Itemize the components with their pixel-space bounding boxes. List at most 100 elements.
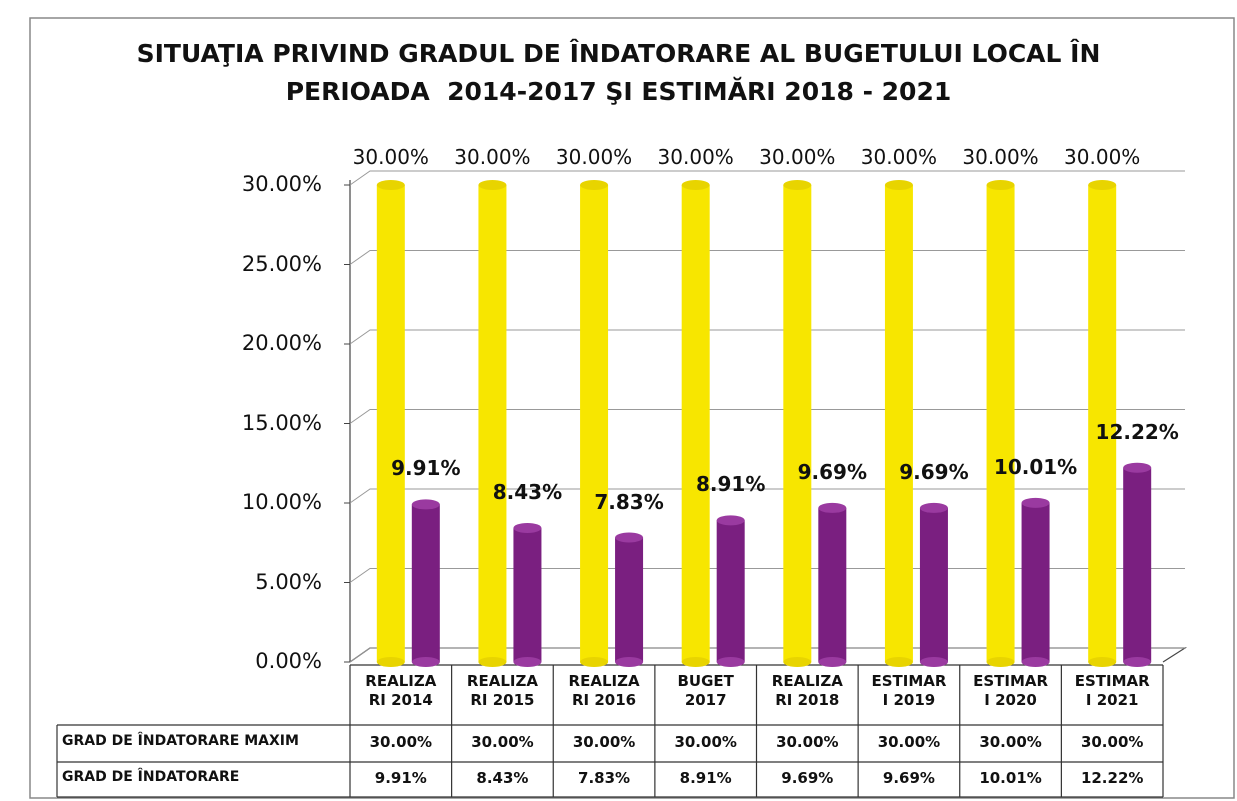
bar-top <box>580 180 609 190</box>
bar-body <box>411 504 440 662</box>
bar-body <box>580 185 609 662</box>
bar-top <box>478 180 507 190</box>
bar-body <box>478 185 507 662</box>
data-label: 8.91% <box>695 472 766 497</box>
data-label: 30.00% <box>860 145 938 169</box>
data-label: 30.00% <box>657 145 734 169</box>
x-tick-label: REALIZA RI 2014 <box>365 672 437 709</box>
bar-bottom <box>478 657 507 667</box>
bar-top <box>681 180 710 190</box>
data-label: 12.22% <box>1095 419 1179 444</box>
x-tick-label: REALIZA RI 2018 <box>771 672 843 709</box>
grid-line <box>349 488 1185 504</box>
data-label: 7.83% <box>594 489 664 514</box>
data-label: 30.00% <box>555 145 633 169</box>
y-tick-label: 25.00% <box>241 251 322 276</box>
bar-bottom <box>615 657 644 667</box>
bar-body <box>986 185 1015 662</box>
bar-body <box>1088 185 1117 662</box>
bar-top <box>716 515 745 526</box>
bar-bottom <box>411 657 440 667</box>
table-cell: 9.69% <box>882 769 935 787</box>
bar-top <box>411 499 440 510</box>
bar-top <box>783 180 812 190</box>
x-tick-label: ESTIMAR I 2020 <box>973 672 1049 709</box>
data-label: 9.69% <box>797 459 867 484</box>
bar-top <box>376 180 405 190</box>
data-label: 8.43% <box>492 479 563 504</box>
x-tick-label: ESTIMAR I 2021 <box>1074 672 1150 709</box>
bar-body <box>615 537 644 662</box>
bar-body <box>681 185 710 662</box>
bar-bottom <box>1021 657 1050 667</box>
bar-body <box>513 527 542 662</box>
bar <box>615 532 644 667</box>
y-tick-label: 5.00% <box>255 569 322 594</box>
bar <box>1123 462 1152 667</box>
table-cell: 30.00% <box>979 733 1042 751</box>
bar <box>513 522 542 667</box>
x-tick-label: REALIZA RI 2016 <box>568 672 640 709</box>
x-tick-label: BUGET 2017 <box>677 672 734 709</box>
bar-bottom <box>986 657 1015 667</box>
data-label: 30.00% <box>454 145 531 169</box>
row-label: GRAD DE ÎNDATORARE <box>62 769 240 785</box>
y-tick-label: 10.00% <box>241 490 322 514</box>
grid-line <box>349 250 1185 265</box>
x-tick-label: ESTIMAR I 2019 <box>871 672 947 709</box>
data-label: 30.00% <box>1064 145 1141 169</box>
bar-bottom <box>1088 657 1117 667</box>
grid-line <box>349 170 1185 186</box>
bar-bottom <box>513 657 542 667</box>
table-cell: 8.91% <box>679 769 732 787</box>
x-tick-label: REALIZA RI 2015 <box>466 672 538 709</box>
bar-body <box>1123 467 1152 662</box>
bar-top <box>513 522 542 533</box>
y-tick-label: 20.00% <box>241 331 322 355</box>
bar-bottom <box>919 657 948 667</box>
data-label: 9.69% <box>899 459 969 484</box>
data-label: 9.91% <box>391 456 461 481</box>
bar <box>411 499 440 667</box>
bar-body <box>783 185 812 662</box>
bar-top <box>986 180 1015 190</box>
bar-bottom <box>818 657 847 667</box>
grid-line <box>349 647 1185 663</box>
bar <box>783 180 812 667</box>
bar-body <box>818 507 847 662</box>
bar-bottom <box>884 657 913 667</box>
chart-title: SITUAŢIA PRIVIND GRADUL DE ÎNDATORARE AL… <box>136 39 1101 68</box>
bar-bottom <box>716 657 745 667</box>
table-cell: 30.00% <box>674 733 737 751</box>
data-label: 30.00% <box>962 145 1039 169</box>
bar-bottom <box>681 657 710 667</box>
bar <box>716 515 745 667</box>
table-cell: 9.69% <box>781 769 834 787</box>
bar-body <box>1021 502 1050 662</box>
table-cell: 30.00% <box>471 733 534 751</box>
bar <box>1088 180 1117 667</box>
bar <box>580 180 609 667</box>
y-tick-label: 15.00% <box>241 410 322 435</box>
grid-line <box>349 568 1185 583</box>
table-cell: 30.00% <box>572 733 636 751</box>
bar-bottom <box>376 657 405 667</box>
data-label: 10.01% <box>993 454 1078 479</box>
bar <box>681 180 710 667</box>
table-cell: 10.01% <box>979 769 1042 787</box>
row-label: GRAD DE ÎNDATORARE MAXIM <box>62 733 299 749</box>
bar-top <box>1088 180 1117 190</box>
grid-line <box>349 329 1185 345</box>
bar <box>986 180 1015 667</box>
data-label: 30.00% <box>759 145 836 169</box>
bar-body <box>884 185 913 662</box>
data-label: 30.00% <box>352 145 429 169</box>
bar <box>478 180 507 667</box>
bar <box>818 502 847 667</box>
table-cell: 30.00% <box>1080 733 1144 751</box>
floor <box>349 647 1188 663</box>
table-cell: 9.91% <box>374 769 427 787</box>
y-tick-label: 0.00% <box>255 649 322 673</box>
